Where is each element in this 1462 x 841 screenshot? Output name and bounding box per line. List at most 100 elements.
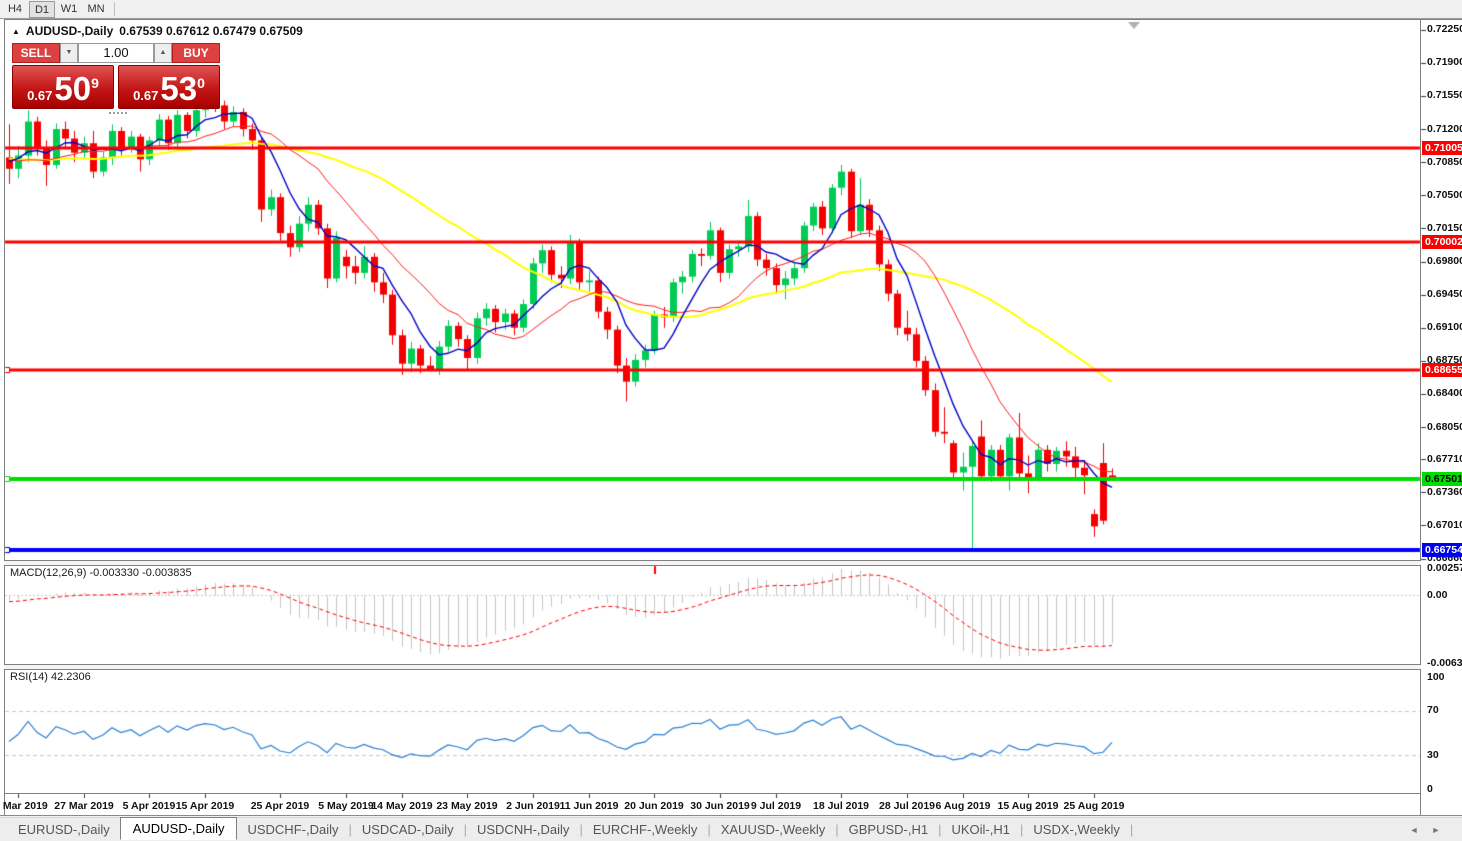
price-tick-label: 0.70500 (1427, 188, 1462, 201)
symbol-tab-usdcad[interactable]: USDCAD-,Daily (361, 822, 454, 837)
toolbar-separator (114, 2, 115, 16)
volume-input[interactable]: 1.00 (78, 43, 154, 63)
symbol-tab-xauusd[interactable]: XAUUSD-,Weekly (720, 822, 826, 837)
price-level-badge: 0.71005 (1422, 140, 1462, 155)
date-axis-label: 5 Apr 2019 (122, 800, 176, 812)
macd-label: MACD(12,26,9) -0.003330 -0.003835 (10, 567, 192, 579)
tab-separator: | (1129, 822, 1134, 837)
chart-frame-left (4, 19, 5, 816)
pane-splitter-rsi[interactable] (4, 664, 1421, 670)
sell-button[interactable]: SELL (12, 43, 60, 63)
price-level-badge: 0.67501 (1422, 472, 1462, 486)
chart-symbol-title: AUDUSD-,Daily (25, 24, 114, 38)
date-axis-label: 11 Jun 2019 (559, 800, 619, 812)
buy-price-big: 53 (160, 70, 198, 107)
tab-separator: | (463, 822, 467, 837)
sell-price-sup: 9 (91, 75, 99, 91)
rsi-tick-label: 100 (1427, 670, 1445, 683)
rsi-tick-label: 0 (1427, 782, 1433, 795)
price-tick-label: 0.70850 (1427, 155, 1462, 168)
date-axis-label: 27 Mar 2019 (54, 800, 114, 812)
buy-price-box[interactable]: 0.67 53 0 (118, 65, 220, 109)
symbol-tab-usdchf[interactable]: USDCHF-,Daily (247, 822, 339, 837)
window-bottom-edge (0, 815, 1462, 818)
timeframe-toolbar: H4 D1 W1 MN (0, 0, 1462, 19)
symbol-tab-eurchf[interactable]: EURCHF-,Weekly (592, 822, 698, 837)
price-tick-label: 0.69800 (1427, 255, 1462, 267)
price-level-badge: 0.70002 (1422, 235, 1462, 250)
date-axis-label: 15 Aug 2019 (997, 800, 1059, 812)
price-tick-label: 0.72250 (1427, 23, 1462, 36)
symbol-tab-ukoil[interactable]: UKOil-,H1 (951, 822, 1010, 837)
collapse-arrow-icon[interactable]: ▲ (12, 26, 20, 36)
macd-tick-label: 0.002574 (1427, 561, 1462, 574)
price-tick-label: 0.69450 (1427, 288, 1462, 301)
date-axis-label: 23 May 2019 (436, 800, 498, 812)
tab-separator: | (707, 822, 711, 837)
symbol-tab-eurusd[interactable]: EURUSD-,Daily (18, 822, 110, 837)
symbol-tab-gbpusd[interactable]: GBPUSD-,H1 (848, 822, 929, 837)
price-tick-label: 0.68050 (1427, 420, 1462, 433)
chart-ohlc-values: 0.67539 0.67612 0.67479 0.67509 (119, 24, 303, 38)
date-axis-label: 20 Jun 2019 (624, 800, 684, 812)
symbol-tab-bar: EURUSD-,Daily AUDUSD-,Daily USDCHF-,Daily |… (0, 817, 1462, 841)
tab-separator: | (348, 822, 352, 837)
tab-separator: | (579, 822, 583, 837)
symbol-tab-usdcnh[interactable]: USDCNH-,Daily (476, 822, 570, 837)
one-click-trade-panel: SELL ▼ 1.00 ▲ BUY 0.67 50 9 0.67 53 0 (12, 43, 224, 115)
tab-scroll-right-button[interactable]: ► (1431, 825, 1441, 835)
buy-price-sup: 0 (197, 75, 205, 91)
pane-splitter-macd[interactable] (4, 560, 1421, 566)
date-axis-label: 5 May 2019 (318, 800, 374, 812)
tab-separator: | (835, 822, 839, 837)
chart-header: ▲ AUDUSD-,Daily 0.67539 0.67612 0.67479 … (12, 24, 303, 38)
rsi-tick-label: 70 (1427, 704, 1439, 717)
date-axis-label: 6 Aug 2019 (935, 800, 991, 812)
tab-separator: | (1020, 822, 1024, 837)
macd-tick-label: 0.00 (1427, 588, 1448, 601)
price-tick-label: 0.67360 (1427, 485, 1462, 498)
date-axis-label: 2 Jun 2019 (506, 800, 560, 812)
volume-increase-button[interactable]: ▲ (154, 43, 172, 63)
sell-price-small: 0.67 (27, 88, 53, 103)
price-tick-label: 0.67710 (1427, 452, 1462, 465)
macd-tick-label: -0.006326 (1427, 656, 1462, 669)
buy-price-small: 0.67 (133, 88, 159, 103)
date-axis-label: 25 Apr 2019 (250, 800, 310, 812)
price-axis-border (1420, 19, 1421, 816)
timeframe-button-w1[interactable]: W1 (60, 2, 78, 15)
rsi-label: RSI(14) 42.2306 (10, 671, 91, 683)
date-axis-label: 15 Apr 2019 (175, 800, 235, 812)
date-axis-label: 18 Mar 2019 (0, 800, 48, 812)
chart-frame-top (4, 19, 1462, 20)
price-level-badge: 0.66754 (1422, 542, 1462, 557)
tab-scroll-left-button[interactable]: ◄ (1409, 825, 1419, 835)
rsi-tick-label: 30 (1427, 748, 1439, 761)
price-level-badge: 0.68655 (1422, 362, 1462, 377)
sell-price-big: 50 (54, 70, 92, 107)
price-tick-label: 0.70150 (1427, 221, 1462, 234)
date-axis-label: 28 Jul 2019 (878, 800, 936, 812)
timeframe-button-h4[interactable]: H4 (7, 2, 23, 15)
date-axis-label: 14 May 2019 (371, 800, 433, 812)
tab-separator: | (938, 822, 942, 837)
date-axis-label: 30 Jun 2019 (690, 800, 750, 812)
date-axis-label: 18 Jul 2019 (812, 800, 870, 812)
volume-decrease-button[interactable]: ▼ (60, 43, 78, 63)
trade-panel-grip[interactable] (109, 112, 127, 115)
symbol-tab-audusd[interactable]: AUDUSD-,Daily (119, 817, 238, 840)
sell-price-box[interactable]: 0.67 50 9 (12, 65, 114, 109)
price-tick-label: 0.71550 (1427, 89, 1462, 102)
price-tick-label: 0.69100 (1427, 321, 1462, 334)
timeframe-button-mn[interactable]: MN (87, 2, 105, 15)
symbol-tab-usdx[interactable]: USDX-,Weekly (1033, 822, 1120, 837)
date-axis-label: 25 Aug 2019 (1063, 800, 1125, 812)
price-tick-label: 0.67010 (1427, 518, 1462, 531)
timeframe-button-d1[interactable]: D1 (29, 0, 55, 18)
rsi-pane-bottom-border (4, 793, 1421, 794)
price-tick-label: 0.71900 (1427, 56, 1462, 69)
buy-button[interactable]: BUY (172, 43, 220, 63)
date-axis-label: 9 Jul 2019 (750, 800, 802, 812)
price-tick-label: 0.68400 (1427, 387, 1462, 400)
